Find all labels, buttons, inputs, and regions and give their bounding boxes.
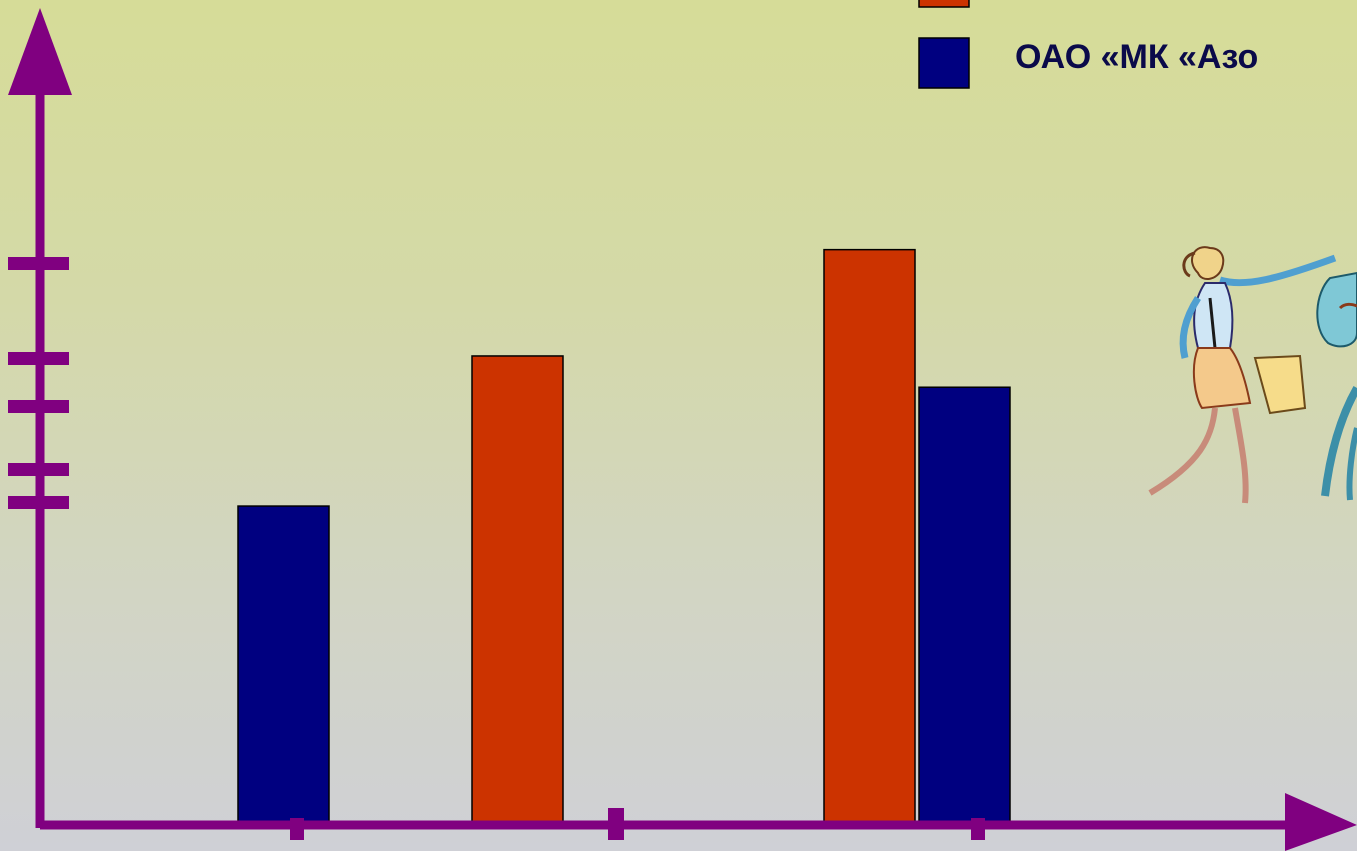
- y-tick: [8, 400, 69, 413]
- y-tick: [8, 352, 69, 365]
- x-axis-arrow: [1285, 793, 1357, 851]
- x-tick: [290, 818, 304, 840]
- axes-group: [8, 8, 1357, 851]
- legend: [918, 0, 970, 89]
- y-axis-arrow: [8, 8, 72, 95]
- x-tick: [971, 818, 985, 840]
- bars-group: [237, 248, 1011, 826]
- bar-series-2-category-3: [918, 386, 1011, 826]
- y-tick: [8, 496, 69, 509]
- bar-series-2-category-1: [237, 505, 330, 826]
- legend-swatch-series-2: [918, 37, 970, 89]
- y-tick: [8, 257, 69, 270]
- bar-series-1-category-3: [823, 248, 916, 826]
- running-businesswoman-clipart: [1148, 246, 1357, 504]
- x-tick: [608, 808, 624, 840]
- legend-label-series-2: ОАО «МК «Азо: [1015, 38, 1259, 76]
- bar-series-1-category-2: [471, 355, 564, 826]
- legend-swatch-series-1: [918, 0, 970, 8]
- y-tick: [8, 463, 69, 476]
